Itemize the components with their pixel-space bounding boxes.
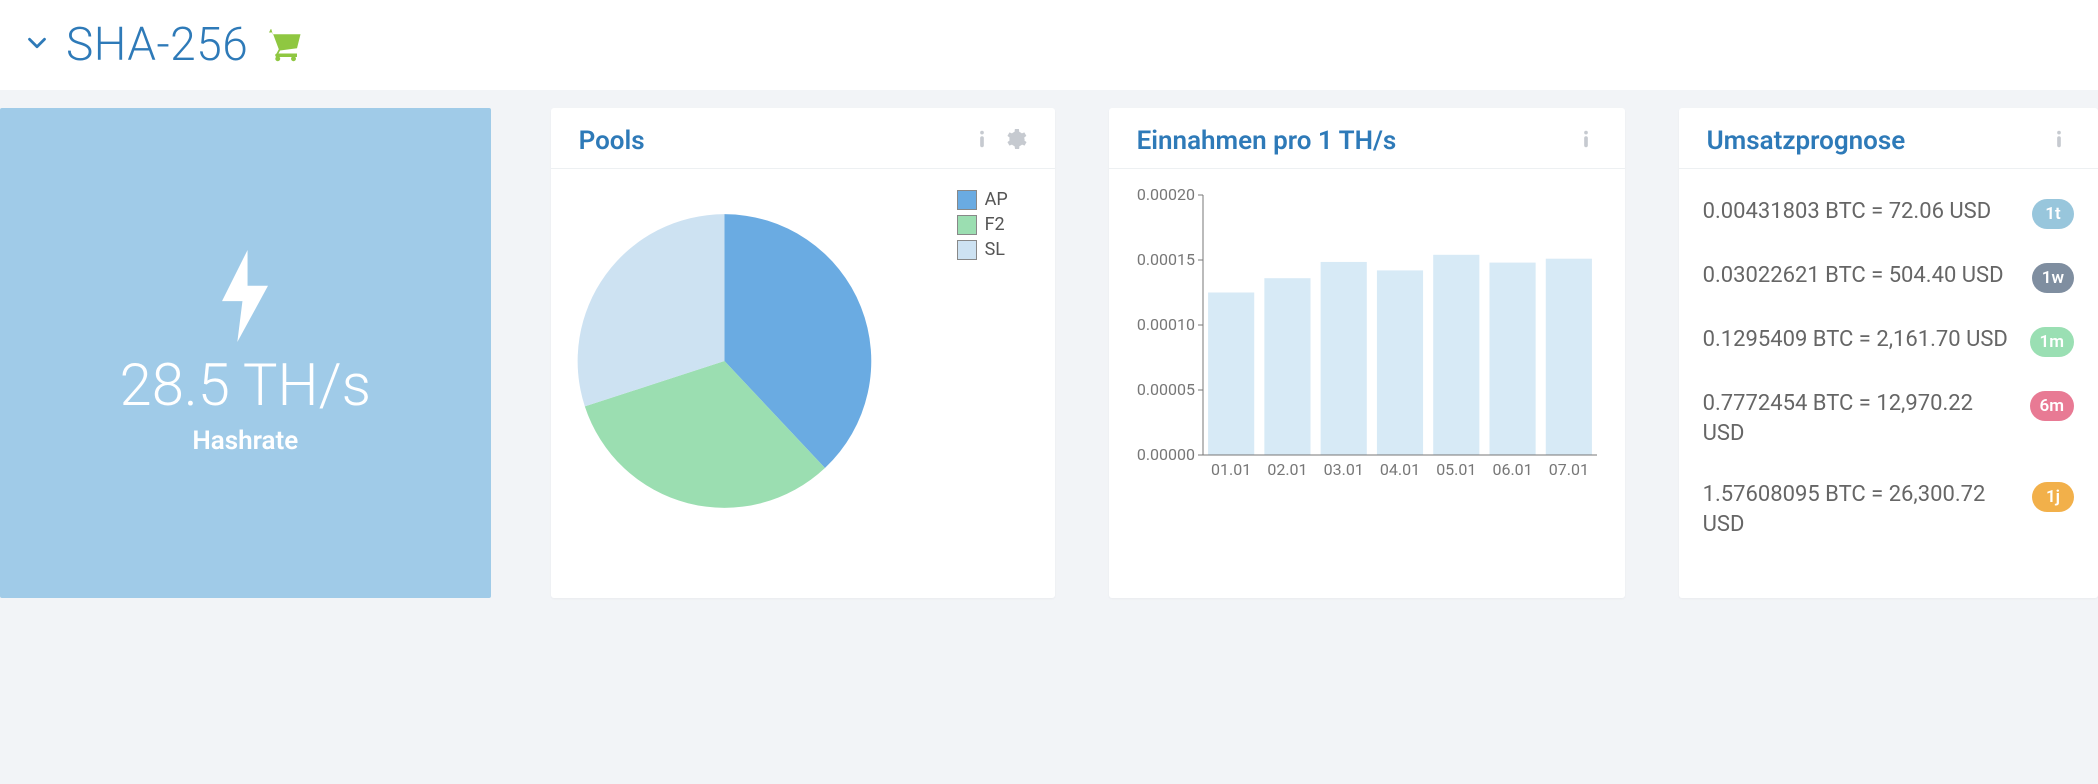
page-title: SHA-256 bbox=[66, 18, 248, 72]
ytick-label: 0.00005 bbox=[1136, 380, 1194, 399]
forecast-text: 0.00431803 BTC = 72.06 USD bbox=[1703, 197, 2018, 227]
forecast-card: Umsatzprognose 0.00431803 BTC = 72.06 US… bbox=[1679, 108, 2098, 598]
bar bbox=[1433, 255, 1479, 455]
pools-pie-chart bbox=[569, 181, 949, 541]
chevron-down-icon[interactable] bbox=[22, 28, 52, 62]
forecast-title: Umsatzprognose bbox=[1707, 126, 1906, 156]
forecast-row: 1.57608095 BTC = 26,300.72 USD 1j bbox=[1703, 464, 2074, 555]
legend-swatch bbox=[957, 190, 977, 210]
xtick-label: 01.01 bbox=[1211, 460, 1251, 479]
hashrate-label: Hashrate bbox=[192, 426, 298, 456]
bolt-icon bbox=[214, 250, 276, 346]
legend-label: SL bbox=[985, 239, 1005, 260]
dashboard-grid: 28.5 TH/s Hashrate Pools AP F2 SL Einnahme… bbox=[0, 90, 2098, 598]
forecast-text: 0.7772454 BTC = 12,970.22 USD bbox=[1703, 389, 2016, 448]
forecast-row: 0.7772454 BTC = 12,970.22 USD 6m bbox=[1703, 373, 2074, 464]
pools-card-header: Pools bbox=[551, 108, 1055, 169]
earnings-card: Einnahmen pro 1 TH/s 0.000000.000050.000… bbox=[1109, 108, 1625, 598]
earnings-body: 0.00000 0.00005 0.00010 0.00015 0.00020 01.01… bbox=[1109, 169, 1625, 507]
forecast-row: 0.03022621 BTC = 504.40 USD 1w bbox=[1703, 245, 2074, 309]
xtick-label: 02.01 bbox=[1267, 460, 1307, 479]
ytick-label: 0.00020 bbox=[1136, 185, 1194, 204]
bar bbox=[1489, 263, 1535, 455]
pools-body: AP F2 SL bbox=[551, 169, 1055, 565]
xtick-label: 04.01 bbox=[1380, 460, 1420, 479]
forecast-card-header: Umsatzprognose bbox=[1679, 108, 2098, 169]
legend-item: AP bbox=[957, 189, 1008, 210]
info-icon[interactable] bbox=[971, 128, 993, 154]
xtick-label: 03.01 bbox=[1323, 460, 1363, 479]
ytick-label: 0.00010 bbox=[1136, 315, 1194, 334]
ytick-label: 0.00000 bbox=[1136, 445, 1194, 464]
bar bbox=[1264, 278, 1310, 455]
hashrate-card: 28.5 TH/s Hashrate bbox=[0, 108, 491, 598]
ytick-label: 0.00015 bbox=[1136, 250, 1194, 269]
forecast-row: 0.1295409 BTC = 2,161.70 USD 1m bbox=[1703, 309, 2074, 373]
forecast-text: 1.57608095 BTC = 26,300.72 USD bbox=[1703, 480, 2018, 539]
forecast-badge[interactable]: 1t bbox=[2032, 199, 2074, 229]
forecast-body: 0.00431803 BTC = 72.06 USD 1t 0.03022621 B… bbox=[1679, 169, 2098, 580]
xtick-label: 07.01 bbox=[1548, 460, 1588, 479]
legend-item: SL bbox=[957, 239, 1008, 260]
earnings-bar-chart: 0.00000 0.00005 0.00010 0.00015 0.00020 01.01… bbox=[1127, 185, 1607, 485]
xtick-label: 05.01 bbox=[1436, 460, 1476, 479]
gear-icon[interactable] bbox=[1003, 127, 1027, 155]
earnings-title: Einnahmen pro 1 TH/s bbox=[1137, 126, 1397, 156]
bar bbox=[1320, 262, 1366, 455]
legend-swatch bbox=[957, 215, 977, 235]
hashrate-value: 28.5 TH/s bbox=[120, 352, 372, 420]
bar bbox=[1208, 293, 1254, 456]
forecast-row: 0.00431803 BTC = 72.06 USD 1t bbox=[1703, 181, 2074, 245]
info-icon[interactable] bbox=[2048, 128, 2070, 154]
legend-item: F2 bbox=[957, 214, 1008, 235]
page-header: SHA-256 bbox=[0, 0, 2098, 90]
legend-label: AP bbox=[985, 189, 1008, 210]
forecast-badge[interactable]: 1j bbox=[2032, 482, 2074, 512]
forecast-text: 0.03022621 BTC = 504.40 USD bbox=[1703, 261, 2018, 291]
pools-title: Pools bbox=[579, 126, 645, 156]
legend-swatch bbox=[957, 240, 977, 260]
cart-icon[interactable] bbox=[262, 22, 304, 68]
bar bbox=[1377, 270, 1423, 455]
xtick-label: 06.01 bbox=[1492, 460, 1532, 479]
earnings-card-header: Einnahmen pro 1 TH/s bbox=[1109, 108, 1625, 169]
forecast-badge[interactable]: 1w bbox=[2032, 263, 2074, 293]
bar bbox=[1545, 259, 1591, 455]
info-icon[interactable] bbox=[1575, 128, 1597, 154]
forecast-text: 0.1295409 BTC = 2,161.70 USD bbox=[1703, 325, 2016, 355]
forecast-badge[interactable]: 6m bbox=[2030, 391, 2074, 421]
pools-legend: AP F2 SL bbox=[957, 189, 1008, 264]
pools-card: Pools AP F2 SL bbox=[551, 108, 1055, 598]
legend-label: F2 bbox=[985, 214, 1005, 235]
forecast-badge[interactable]: 1m bbox=[2030, 327, 2074, 357]
